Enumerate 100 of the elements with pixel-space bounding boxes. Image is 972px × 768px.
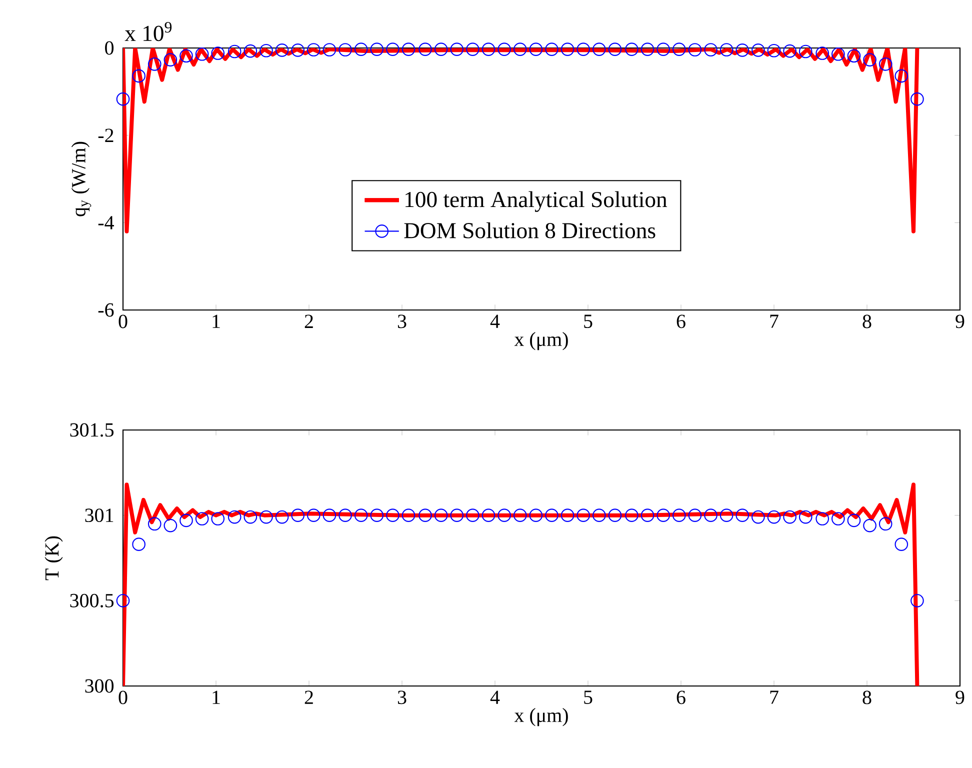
point (275, 44, 289, 57)
point (148, 517, 162, 531)
y-tick-label: 300.5 (70, 594, 114, 608)
point (592, 508, 606, 522)
x-axis-title: x (μm) (514, 332, 568, 350)
point (720, 43, 734, 56)
point (847, 514, 861, 528)
point (688, 508, 702, 522)
point (576, 508, 590, 522)
x-tick-label: 4 (490, 690, 500, 704)
x-tick-label: 2 (304, 314, 313, 328)
point (878, 57, 892, 71)
point (816, 512, 830, 526)
point (322, 508, 336, 522)
y-tick-label: 300 (85, 679, 114, 693)
point (180, 49, 193, 63)
point (180, 514, 193, 528)
point (450, 508, 464, 522)
point (656, 508, 670, 522)
point (752, 44, 765, 57)
legend-label: 100 term Analytical Solution (406, 191, 668, 212)
point (466, 42, 480, 56)
point (798, 44, 812, 58)
point (211, 46, 225, 60)
point (116, 594, 130, 608)
y-axis-title: q$_{y}$ (W/m) (71, 142, 92, 216)
y-tick-label: 0 (105, 41, 114, 55)
point (482, 508, 496, 522)
x-tick-label: 6 (676, 690, 686, 704)
point (195, 47, 209, 61)
point (418, 42, 432, 56)
point (211, 512, 225, 526)
point (910, 92, 924, 106)
x-tick-label: 1 (212, 690, 220, 704)
point (498, 42, 511, 56)
y-tick-label: -2 (98, 128, 114, 142)
point (228, 510, 242, 524)
point (513, 508, 527, 522)
point (228, 44, 242, 58)
point (798, 510, 812, 524)
y-tick-label: 301.5 (70, 423, 114, 437)
point (386, 42, 400, 56)
point (370, 42, 384, 56)
point (402, 508, 416, 522)
x-axis-title: x (μm) (514, 708, 568, 726)
point (244, 44, 258, 58)
point (482, 42, 496, 56)
x-tick-label: 3 (398, 690, 406, 704)
point (354, 508, 368, 522)
point (688, 43, 702, 56)
point (625, 508, 638, 522)
point (625, 42, 638, 56)
x-tick-label: 4 (490, 314, 500, 328)
y-tick-label: -4 (98, 216, 114, 230)
x-tick-label: 0 (118, 690, 128, 704)
point (736, 508, 750, 522)
point (513, 42, 527, 56)
point (560, 42, 574, 56)
point (767, 510, 781, 524)
y-tick-label: 301 (85, 508, 114, 522)
point (783, 44, 796, 58)
point (545, 508, 558, 522)
point (704, 43, 718, 56)
x-tick-label: 1 (212, 314, 220, 328)
point (370, 508, 384, 522)
point (545, 42, 558, 56)
point (450, 42, 464, 56)
point (434, 42, 448, 56)
point (767, 44, 781, 58)
point (704, 508, 718, 522)
point (752, 510, 765, 524)
x-tick-label: 2 (304, 690, 313, 704)
text: x 10$^{9}$ (124, 22, 172, 42)
point (831, 512, 845, 526)
point (783, 510, 796, 524)
point (260, 510, 273, 524)
x-tick-label: 5 (584, 314, 592, 328)
point (148, 57, 162, 71)
point (831, 47, 845, 61)
point (338, 508, 352, 522)
point (132, 538, 146, 551)
point (672, 42, 686, 56)
point (863, 518, 876, 532)
x-tick-label: 7 (770, 314, 778, 328)
point (322, 43, 336, 56)
x-tick-label: 9 (956, 690, 964, 704)
point (608, 42, 622, 56)
point (847, 49, 861, 63)
point (816, 46, 830, 60)
point (608, 508, 622, 522)
point (529, 508, 543, 522)
point (306, 43, 320, 56)
y-axis-title: T (K) (44, 536, 63, 580)
point (498, 508, 511, 522)
x-tick-label: 9 (956, 314, 964, 328)
x-tick-label: 8 (862, 690, 872, 704)
point (656, 42, 670, 56)
point (116, 92, 130, 106)
point (878, 517, 892, 531)
x-tick-label: 3 (398, 314, 406, 328)
